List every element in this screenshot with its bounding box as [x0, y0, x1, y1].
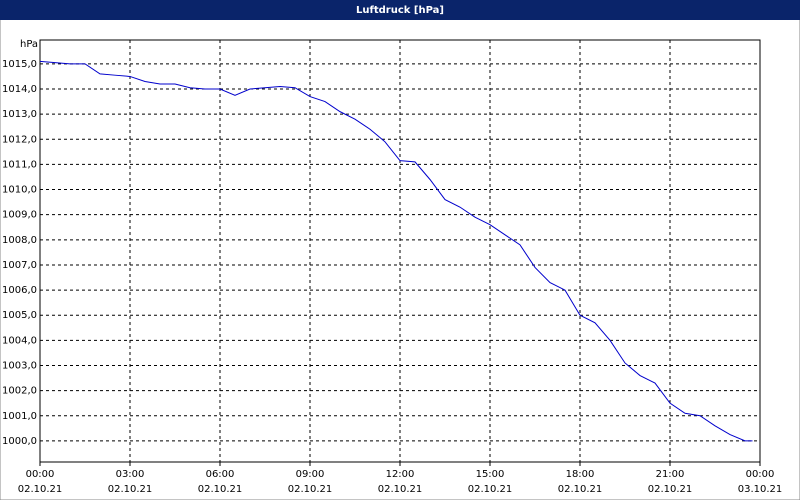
y-tick-label: 1005,0 [2, 310, 37, 321]
x-tick-label: 03:00 [116, 469, 145, 480]
x-tick-date: 02.10.21 [18, 484, 63, 495]
y-tick-label: 1001,0 [2, 411, 37, 422]
x-tick-label: 00:00 [26, 469, 55, 480]
x-tick-date: 02.10.21 [378, 484, 423, 495]
x-tick-date: 02.10.21 [648, 484, 693, 495]
x-tick-label: 15:00 [476, 469, 505, 480]
x-tick-label: 00:00 [746, 469, 775, 480]
x-tick-label: 06:00 [206, 469, 235, 480]
title-bar [0, 0, 800, 20]
x-tick-label: 12:00 [386, 469, 415, 480]
x-tick-label: 18:00 [566, 469, 595, 480]
y-tick-label: 1008,0 [2, 235, 37, 246]
y-tick-label: 1003,0 [2, 360, 37, 371]
y-tick-label: 1007,0 [2, 260, 37, 271]
y-unit: hPa [20, 39, 38, 50]
y-tick-label: 1006,0 [2, 285, 37, 296]
y-tick-label: 1002,0 [2, 386, 37, 397]
line-series [39, 60, 753, 442]
y-tick-label: 1011,0 [2, 159, 37, 170]
x-tick-label: 09:00 [296, 469, 325, 480]
y-tick-label: 1010,0 [2, 185, 37, 196]
x-tick-date: 02.10.21 [108, 484, 153, 495]
x-tick-date: 02.10.21 [198, 484, 243, 495]
x-tick-date: 02.10.21 [558, 484, 603, 495]
y-tick-label: 1000,0 [2, 436, 37, 447]
y-tick-label: 1004,0 [2, 335, 37, 346]
y-tick-label: 1012,0 [2, 134, 37, 145]
y-tick-label: 1015,0 [2, 59, 37, 70]
y-tick-label: 1013,0 [2, 109, 37, 120]
y-tick-label: 1009,0 [2, 210, 37, 221]
chart-title: Luftdruck [hPa] [356, 5, 444, 16]
x-tick-date: 02.10.21 [288, 484, 333, 495]
x-tick-date: 02.10.21 [468, 484, 513, 495]
x-tick-label: 21:00 [656, 469, 685, 480]
x-tick-date: 03.10.21 [738, 484, 783, 495]
y-tick-label: 1014,0 [2, 84, 37, 95]
